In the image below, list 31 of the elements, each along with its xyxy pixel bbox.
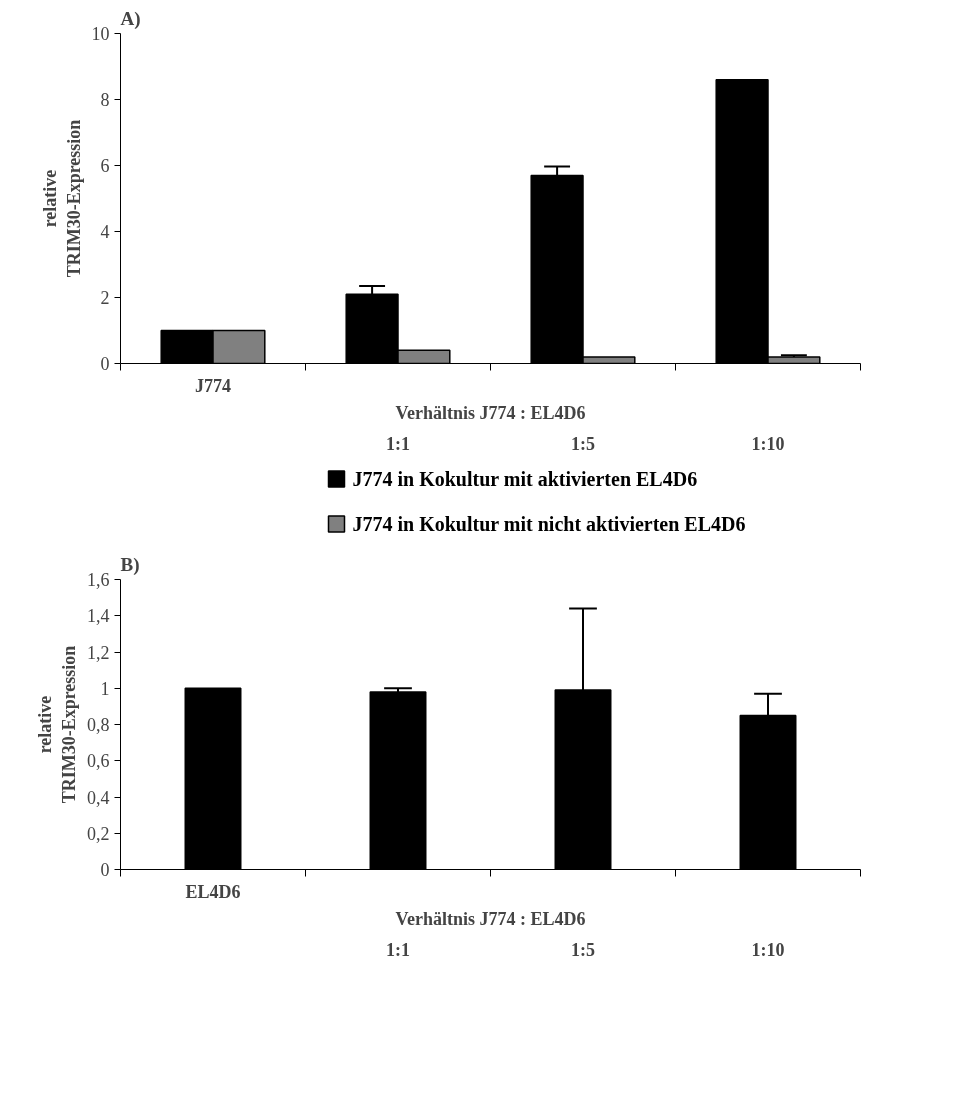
y-tick-label: 1,2: [87, 642, 110, 663]
y-tick-label: 0,2: [87, 823, 110, 844]
y-tick-label: 1,6: [87, 570, 110, 590]
y-axis-title: relative TRIM30-Expression: [35, 645, 79, 804]
x-tick-label: J774: [195, 375, 231, 396]
x-tick-label: 1:1: [386, 939, 410, 960]
x-tick-label: 1:10: [751, 433, 785, 454]
y-tick-label: 1: [100, 678, 110, 699]
x-tick-label: 1:5: [571, 939, 595, 960]
x-axis-title: Verhältnis J774 : EL4D6: [395, 402, 586, 423]
y-axis-title: relative TRIM30-Expression: [39, 119, 84, 278]
legend-label: J774 in Kokultur mit nicht aktivierten EL4D6: [352, 513, 746, 535]
x-axis-title: Verhältnis J774 : EL4D6: [395, 908, 586, 929]
legend-label: J774 in Kokultur mit aktivierten EL4D6: [352, 468, 698, 490]
x-tick-label: 1:10: [751, 939, 785, 960]
y-tick-label: 0,6: [87, 751, 110, 772]
chart-title: B): [120, 553, 140, 576]
y-tick-label: 0,8: [87, 715, 110, 735]
y-tick-label: 1,4: [87, 606, 110, 627]
y-tick-label: 4: [100, 222, 110, 242]
x-tick-label: 1:1: [386, 433, 410, 454]
x-tick-label: 1:5: [571, 433, 595, 454]
x-tick-label: EL4D6: [185, 881, 241, 902]
y-tick-label: 2: [100, 288, 110, 308]
y-tick-label: 0: [100, 860, 110, 880]
y-tick-label: 8: [100, 90, 110, 110]
y-tick-label: 10: [91, 24, 110, 44]
y-tick-label: 0: [100, 354, 110, 374]
y-tick-label: 0,4: [87, 787, 110, 808]
chart-title: A): [120, 7, 141, 30]
y-tick-label: 6: [100, 156, 110, 176]
